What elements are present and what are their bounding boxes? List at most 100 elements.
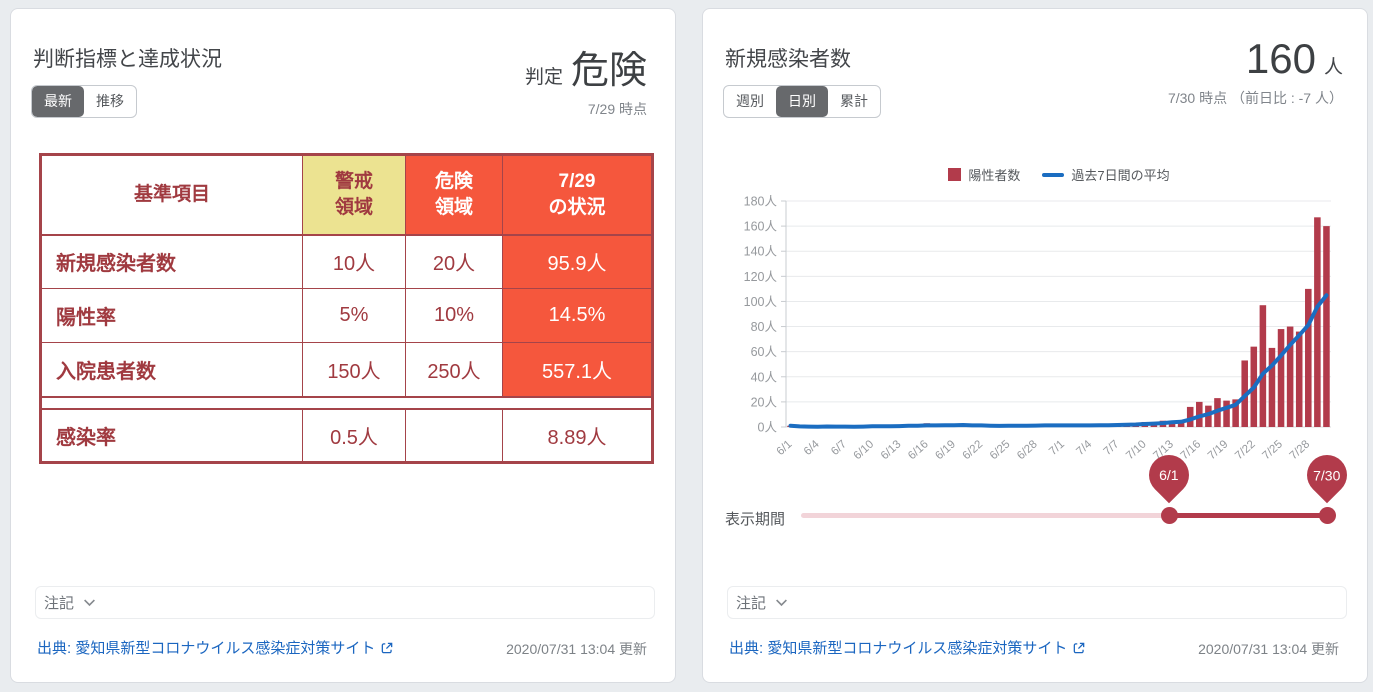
indicators-panel: 判断指標と達成状況 最新 推移 判定 危険 7/29 時点 基準項目 警戒 領域 危険… [10,8,676,683]
y-axis-label: 140人 [744,245,778,259]
range-end-handle[interactable] [1319,507,1336,524]
y-axis-label: 120人 [744,270,778,284]
average-line [788,293,1329,429]
view-tab[interactable]: 推移 [84,86,136,117]
x-axis-label: 6/7 [829,438,849,458]
table-cell [405,408,503,463]
verdict-block: 判定 危険 7/29 時点 [525,39,647,119]
table-cell: 95.9人 [502,234,653,289]
table-cell: 557.1人 [502,342,653,397]
source-link[interactable]: 出典: 愛知県新型コロナウイルス感染症対策サイト [37,637,394,658]
range-start-handle[interactable] [1161,507,1178,524]
x-axis-label: 7/16 [1179,438,1204,462]
headline-block: 160 人 7/30 時点 （前日比 : -7 人） [1168,35,1343,108]
case-bar[interactable] [1295,331,1303,427]
last-updated: 2020/07/31 13:04 更新 [506,641,647,657]
case-bar[interactable] [1323,226,1330,427]
legend-item: 陽性者数 [948,165,1020,184]
note-accordion[interactable]: 注記 [727,586,1347,619]
date-range-track[interactable] [801,513,1327,518]
case-bar[interactable] [1205,405,1212,427]
headline-unit: 人 [1323,57,1343,78]
x-axis-label: 6/10 [852,438,877,462]
verdict-as-of: 7/29 時点 [587,101,647,117]
case-bar[interactable] [1232,399,1239,427]
table-row: 感染率 0.5人 8.89人 [40,408,653,463]
view-tab[interactable]: 最新 [32,86,84,117]
case-bar[interactable] [1186,406,1194,427]
x-axis-label: 7/28 [1288,438,1313,462]
external-link-icon [382,642,393,653]
y-axis-label: 40人 [751,370,778,384]
table-cell: 0.5人 [302,408,406,463]
case-bar[interactable] [1259,305,1267,427]
x-axis-label: 7/22 [1233,438,1258,462]
chart-title: 新規感染者数 [725,48,851,71]
headline-as-of: 7/30 時点 （前日比 : -7 人） [1167,90,1343,106]
case-bar[interactable] [1286,326,1294,427]
x-axis-label: 6/16 [906,438,931,462]
table-header-cell: 7/29 の状況 [502,154,653,236]
legend-line-icon [1042,172,1065,177]
note-label: 注記 [44,595,75,612]
case-bar[interactable] [1314,217,1321,427]
x-axis-label: 7/1 [1047,438,1067,458]
y-axis-label: 0人 [758,421,778,435]
view-tab[interactable]: 累計 [828,86,880,117]
criteria-table: 基準項目 警戒 領域 危険 領域 7/29 の状況 新規感染者数 10人 20人 95.9人… [39,153,654,464]
date-range-label: 表示期間 [725,511,786,528]
case-bar[interactable] [1305,288,1312,427]
case-bar[interactable] [1277,329,1285,427]
table-cell: 250人 [405,342,503,397]
table-cell: 20人 [405,234,503,289]
x-axis-label: 6/28 [1015,438,1040,462]
note-label: 注記 [736,595,767,612]
table-gap-row [40,395,653,410]
latest-trend-toggle: 最新 推移 [31,85,137,118]
date-range-selected[interactable] [1169,513,1327,518]
external-link-icon [1074,642,1085,653]
x-axis-label: 7/19 [1206,438,1231,462]
table-row: 入院患者数 150人 250人 557.1人 [40,342,653,397]
legend-item: 過去7日間の平均 [1042,165,1170,184]
table-cell: 感染率 [40,408,303,463]
last-updated: 2020/07/31 13:04 更新 [1198,641,1339,657]
table-header-cell: 基準項目 [40,154,303,236]
new-cases-panel: 新規感染者数 週別 日別 累計 160 人 7/30 時点 （前日比 : -7 人）… [702,8,1368,683]
weekly-daily-total-toggle: 週別 日別 累計 [723,85,881,118]
verdict-value: 危険 [570,50,647,92]
table-cell: 14.5% [502,288,653,343]
legend-square-icon [948,168,962,181]
view-tab[interactable]: 日別 [776,86,828,117]
table-cell: 10人 [302,234,406,289]
legend-label: 過去7日間の平均 [1071,168,1170,183]
x-axis-label: 6/13 [879,438,904,462]
page-title: 判断指標と達成状況 [33,48,222,71]
note-accordion[interactable]: 注記 [35,586,655,619]
view-tab[interactable]: 週別 [724,86,776,117]
legend-label: 陽性者数 [968,168,1021,183]
case-bar[interactable] [1268,347,1276,427]
x-axis-label: 6/1 [775,438,795,458]
source-link[interactable]: 出典: 愛知県新型コロナウイルス感染症対策サイト [729,637,1086,658]
y-axis-label: 180人 [744,195,778,209]
x-axis-label: 7/10 [1124,438,1149,462]
table-row: 新規感染者数 10人 20人 95.9人 [40,234,653,289]
case-bar[interactable] [1223,400,1230,427]
table-cell: 150人 [302,342,406,397]
headline-value: 160 [1245,35,1316,82]
table-cell: 10% [405,288,503,343]
chevron-down-icon [84,599,95,607]
y-axis-label: 60人 [751,345,778,359]
x-axis-label: 6/22 [961,438,986,462]
y-axis-label: 160人 [744,220,778,234]
table-header-cell: 警戒 領域 [302,154,406,236]
table-cell: 陽性率 [40,288,303,343]
chart-legend: 陽性者数 過去7日間の平均 [786,165,1332,184]
case-bar[interactable] [1177,420,1185,427]
y-axis-label: 100人 [744,295,778,309]
table-cell: 5% [302,288,406,343]
table-row: 陽性率 5% 10% 14.5% [40,288,653,343]
x-axis-label: 6/25 [988,438,1013,462]
daily-cases-chart[interactable]: 0人 20人 40人 60人 80人 100人 120人 140人 160人 180人 6/1 6/4… [703,159,1369,491]
